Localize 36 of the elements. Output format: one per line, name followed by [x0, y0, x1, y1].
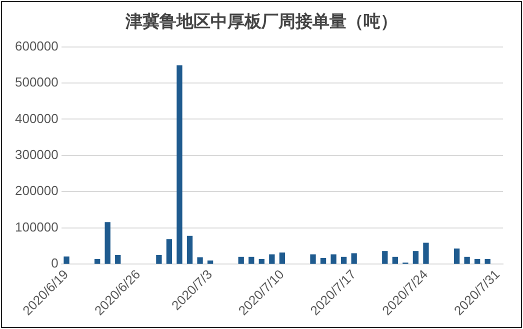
bar	[248, 256, 254, 264]
bar	[238, 256, 244, 264]
bar	[197, 257, 203, 264]
bar	[423, 242, 429, 264]
bar	[258, 259, 264, 264]
bar	[115, 255, 121, 264]
y-tick-label: 500000	[14, 74, 58, 90]
bar	[186, 236, 193, 264]
bar	[484, 259, 490, 264]
y-tick-label: 200000	[14, 183, 58, 198]
bar	[320, 258, 326, 264]
chart-title: 津冀鲁地区中厚板厂周接单量（吨）	[124, 11, 398, 33]
bar	[94, 259, 100, 264]
y-tick-label: 0	[51, 256, 58, 271]
bar	[382, 251, 388, 264]
bar	[104, 222, 110, 264]
bar	[64, 256, 70, 264]
bar	[156, 255, 162, 264]
bar	[412, 251, 419, 264]
bar	[310, 254, 316, 264]
bar	[279, 252, 286, 264]
bar	[340, 256, 347, 264]
bar	[207, 260, 214, 264]
y-tick-label: 400000	[14, 110, 58, 126]
y-tick-label: 300000	[14, 147, 58, 162]
bar	[269, 254, 275, 264]
bar	[474, 259, 480, 264]
y-tick-label: 600000	[14, 38, 58, 54]
bar	[464, 256, 470, 264]
bar	[176, 65, 182, 264]
bar	[392, 256, 398, 264]
bar	[454, 248, 460, 264]
bar	[351, 253, 357, 264]
y-tick-label: 100000	[14, 219, 58, 234]
bar	[166, 239, 172, 264]
bar	[330, 254, 336, 264]
